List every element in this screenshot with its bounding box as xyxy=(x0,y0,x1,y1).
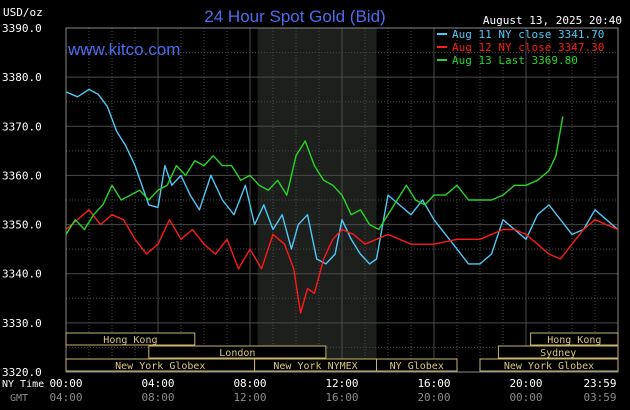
y-tick-label: 3380.0 xyxy=(2,71,42,84)
session-bar xyxy=(497,345,619,359)
y-tick-label: 3340.0 xyxy=(2,268,42,281)
y-tick-label: 3360.0 xyxy=(2,169,42,182)
y-axis: 3390.0 3380.0 3370.0 3360.0 3350.0 3340.0 3330… xyxy=(2,22,42,379)
session-label: New York Globex xyxy=(504,361,594,372)
y-tick-label: 3330.0 xyxy=(2,317,42,330)
session-bar xyxy=(530,332,619,346)
session-label: New York Globex xyxy=(115,361,205,372)
legend-entry: Aug 13 Last 3369.80 xyxy=(452,54,578,67)
market-sessions: Hong Kong London New York Globex New York N… xyxy=(65,332,619,372)
kitco-watermark: www.kitco.com xyxy=(67,40,180,59)
x-tick-label-gmt: 20:00 xyxy=(417,391,450,404)
chart-title: 24 Hour Spot Gold (Bid) xyxy=(204,7,385,26)
session-label: Sydney xyxy=(540,348,576,359)
legend-entry: Aug 12 NY close 3347.30 xyxy=(452,41,604,54)
session-label: NY Globex xyxy=(390,361,444,372)
plot-border xyxy=(65,27,619,373)
session-label: Hong Kong xyxy=(103,335,157,346)
x-tick-label-ny: 04:00 xyxy=(141,377,174,390)
x-axis-label-gmt: GMT xyxy=(10,393,28,404)
session-bar xyxy=(148,345,327,359)
x-tick-label-gmt: 08:00 xyxy=(141,391,174,404)
session-label: New York NYMEX xyxy=(273,361,357,372)
units-label: USD/oz xyxy=(3,6,43,19)
x-tick-label-ny: 16:00 xyxy=(417,377,450,390)
y-tick-label: 3390.0 xyxy=(2,22,42,35)
timestamp: August 13, 2025 20:40 xyxy=(483,14,622,27)
plot-area xyxy=(65,27,619,373)
y-tick-label: 3320.0 xyxy=(2,366,42,379)
session-bar xyxy=(376,358,458,372)
series-line-2 xyxy=(65,209,619,314)
legend-entry: Aug 11 NY close 3341.70 xyxy=(452,28,604,41)
session-bar xyxy=(65,332,196,346)
y-tick-label: 3350.0 xyxy=(2,219,42,232)
x-axis-label-ny: NY Time xyxy=(2,379,44,390)
session-label: London xyxy=(219,348,255,359)
x-tick-label-gmt: 03:59 xyxy=(583,391,616,404)
series-line-1 xyxy=(65,88,619,265)
session-label: Hong Kong xyxy=(547,335,601,346)
x-tick-label-ny: 23:59 xyxy=(583,377,616,390)
x-tick-label-gmt: 16:00 xyxy=(325,391,358,404)
x-tick-label-ny: 08:00 xyxy=(233,377,266,390)
y-tick-label: 3370.0 xyxy=(2,120,42,133)
x-tick-label-ny: 00:00 xyxy=(49,377,82,390)
x-tick-label-ny: 12:00 xyxy=(325,377,358,390)
x-tick-label-ny: 20:00 xyxy=(509,377,542,390)
x-tick-label-gmt: 00:00 xyxy=(509,391,542,404)
series-line-3 xyxy=(65,116,564,235)
x-tick-label-gmt: 04:00 xyxy=(49,391,82,404)
session-bar xyxy=(479,358,619,372)
x-axis: NY TimeGMT00:0004:0004:0008:0008:0012:00… xyxy=(2,377,617,404)
nymex-session-band xyxy=(257,28,377,372)
x-tick-label-gmt: 12:00 xyxy=(233,391,266,404)
